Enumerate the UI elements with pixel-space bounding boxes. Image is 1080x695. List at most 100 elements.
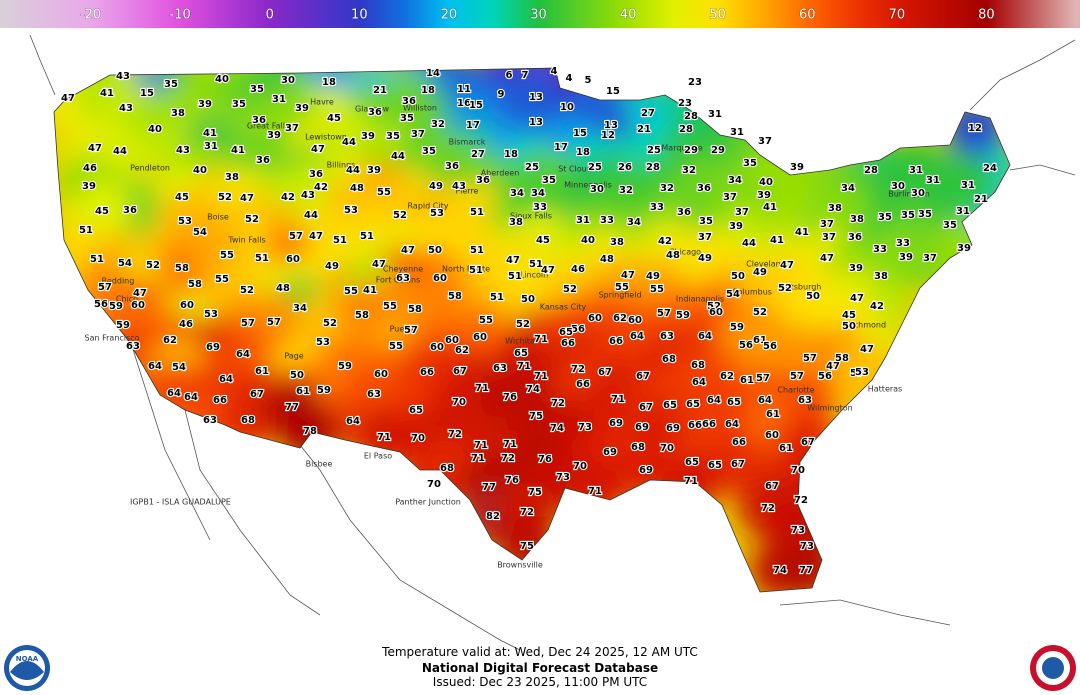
temperature-label: 58 [448,291,462,302]
temperature-label: 75 [528,487,542,498]
city-label: Marquette [661,144,702,153]
temperature-label: 67 [765,481,779,492]
temperature-label: 44 [742,238,756,249]
temperature-label: 36 [677,207,691,218]
temperature-label: 44 [304,210,318,221]
temperature-label: 72 [761,503,775,514]
temperature-label: 51 [490,292,504,303]
temperature-label: 7 [522,70,529,81]
temperature-label: 47 [860,344,874,355]
temperature-label: 23 [678,98,692,109]
temperature-label: 75 [520,541,534,552]
temperature-label: 12 [601,130,615,141]
temperature-label: 34 [293,303,307,314]
temperature-label: 50 [290,370,304,381]
city-label: Pittsburgh [781,283,822,292]
temperature-label: 72 [520,507,534,518]
temperature-label: 61 [779,443,793,454]
temperature-label: 60 [628,315,642,326]
temperature-label: 4 [566,73,573,84]
temperature-label: 68 [691,360,705,371]
temperature-label: 52 [245,214,259,225]
temperature-label: 25 [525,162,539,173]
temperature-label: 51 [360,231,374,242]
temperature-label: 51 [90,254,104,265]
temperature-label: 13 [529,117,543,128]
temperature-label: 30 [590,184,604,195]
temperature-label: 55 [615,282,629,293]
temperature-label: 78 [303,426,317,437]
temperature-label: 43 [116,71,130,82]
colorbar-tick-label: 10 [351,8,368,23]
city-label: Cleveland [746,260,786,269]
temperature-label: 9 [498,89,505,100]
city-label: North Platte [442,265,490,274]
temperature-label: 36 [256,155,270,166]
city-label: Fort Collins [376,276,421,285]
city-label: Hatteras [868,385,902,394]
temperature-label: 73 [578,422,592,433]
temperature-label: 29 [711,145,725,156]
temperature-label: 59 [730,322,744,333]
temperature-label: 32 [619,185,633,196]
temperature-label: 56 [739,340,753,351]
temperature-label: 18 [421,85,435,96]
temperature-label: 63 [660,331,674,342]
temperature-label: 52 [778,283,792,294]
temperature-label: 51 [469,265,483,276]
temperature-label: 56 [818,371,832,382]
temperature-label: 45 [175,192,189,203]
temperature-label: 51 [470,245,484,256]
temperature-label: 31 [961,180,975,191]
temperature-label: 49 [325,261,339,272]
temperature-label: 75 [529,411,543,422]
temperature-label: 44 [113,146,127,157]
colorbar [0,0,1080,28]
temperature-label: 36 [252,115,266,126]
temperature-label: 61 [740,375,754,386]
temperature-label: 50 [521,294,535,305]
temperature-label: 58 [355,310,369,321]
temperature-label: 53 [316,337,330,348]
temperature-label: 71 [517,361,531,372]
temperature-label: 64 [692,377,706,388]
temperature-label: 36 [697,183,711,194]
temperature-label: 31 [730,127,744,138]
colorbar-tick-label: 40 [620,8,637,23]
city-label: Chicago [669,248,701,257]
temperature-label: 45 [536,235,550,246]
temperature-label: 60 [709,307,723,318]
city-label: Boise [207,213,229,222]
temperature-label: 31 [272,94,286,105]
temperature-label: 52 [707,301,721,312]
temperature-label: 64 [167,388,181,399]
temperature-label: 52 [146,260,160,271]
temperature-blob [903,150,963,210]
temperature-label: 71 [534,371,548,382]
temperature-label: 46 [83,163,97,174]
temperature-label: 71 [534,334,548,345]
temperature-label: 47 [621,270,635,281]
colorbar-tick-label: 60 [799,8,816,23]
temperature-label: 51 [508,271,522,282]
temperature-label: 6 [506,70,513,81]
temperature-label: 57 [267,317,281,328]
temperature-label: 33 [873,244,887,255]
temperature-label: 41 [795,227,809,238]
temperature-label: 47 [311,144,325,155]
temperature-label: 54 [726,289,740,300]
temperature-label: 70 [573,461,587,472]
temperature-label: 60 [445,335,459,346]
temperature-label: 74 [526,384,540,395]
temperature-label: 34 [841,183,855,194]
city-label: Brownsville [497,561,543,570]
temperature-label: 50 [428,245,442,256]
temperature-label: 35 [386,131,400,142]
temperature-label: 55 [220,250,234,261]
temperature-label: 60 [765,430,779,441]
temperature-label: 35 [878,212,892,223]
temperature-label: 57 [790,371,804,382]
temperature-label: 45 [842,310,856,321]
temperature-label: 57 [98,282,112,293]
